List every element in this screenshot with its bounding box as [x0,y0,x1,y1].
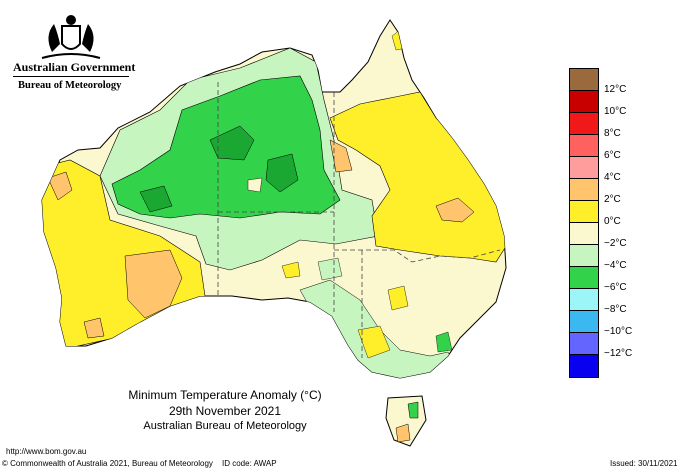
legend-label: −6°C [604,282,627,293]
legend-swatch [570,289,598,311]
legend-label: 4°C [604,172,621,183]
header-divider [13,76,129,77]
legend-swatch [570,311,598,333]
legend-swatch [570,267,598,289]
legend-swatch [570,333,598,355]
map-date: 29th November 2021 [168,404,282,418]
id-code: ID code: AWAP [222,459,277,468]
legend-swatch [570,245,598,267]
legend-label: 6°C [604,150,621,161]
legend-label: −8°C [604,304,627,315]
map-title: Minimum Temperature Anomaly (°C) [128,388,322,402]
copyright-text: © Commonwealth of Australia 2021, Bureau… [2,459,213,468]
legend-swatch [570,355,598,377]
legend-swatch [570,91,598,113]
legend-swatch [570,135,598,157]
legend-label: 8°C [604,128,621,139]
bom-website-link[interactable]: http://www.bom.gov.au [6,447,87,456]
legend-label: 2°C [604,194,621,205]
issued-date: Issued: 30/11/2021 [610,459,678,468]
legend-label: −12°C [604,348,633,359]
legend-swatch [570,157,598,179]
legend-label: −2°C [604,238,627,249]
legend-swatch [570,113,598,135]
legend-swatch [570,201,598,223]
legend-swatch [570,179,598,201]
colour-legend [569,68,599,378]
bureau-subtitle: Bureau of Meteorology [18,80,122,91]
legend-label: 12°C [604,84,627,95]
legend-label: 10°C [604,106,627,117]
legend-swatch [570,69,598,91]
legend-label: 0°C [604,216,621,227]
legend-label: −10°C [604,326,633,337]
coat-of-arms-icon [41,15,101,59]
legend-swatch [570,223,598,245]
government-title: Australian Government [13,60,136,74]
map-source: Australian Bureau of Meteorology [143,420,307,432]
legend-label: −4°C [604,260,627,271]
